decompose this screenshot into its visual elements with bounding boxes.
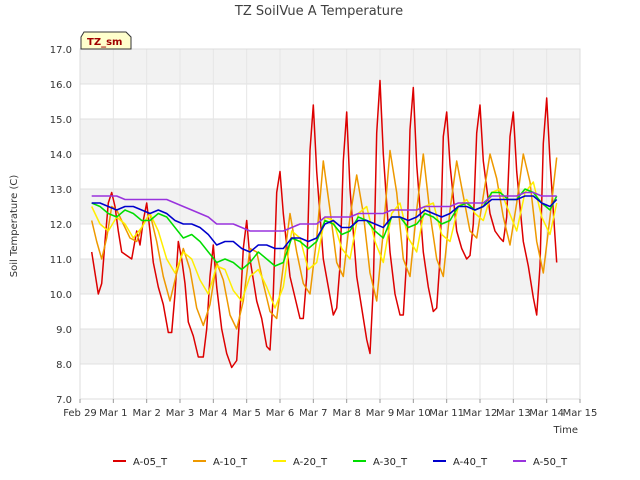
series-line-a-50-t (91, 191, 557, 232)
legend-item: A-10_T (193, 457, 248, 468)
x-tick-label: Mar 1 (99, 408, 127, 419)
station-badge: TZ_sm (80, 31, 132, 50)
series-line-a-10-t (90, 149, 558, 330)
x-tick-label: Mar 3 (166, 408, 194, 419)
series-line-a-40-t (91, 195, 558, 253)
legend-label: A-50_T (533, 457, 568, 468)
legend-label: A-20_T (293, 457, 328, 468)
x-tick-label: Mar 7 (299, 408, 327, 419)
x-tick-label: Mar 12 (463, 408, 498, 419)
x-axis-ticks: Feb 29 Mar 1 Mar 2 Mar 3 Mar 4 Mar 5 Mar 6 Mar … (63, 399, 597, 419)
plot-band (80, 49, 580, 84)
plot-frame (79, 48, 581, 400)
plot-band (80, 329, 580, 364)
legend-label: A-05_T (133, 457, 168, 468)
x-tick-label: Mar 10 (396, 408, 431, 419)
legend-label: A-10_T (213, 457, 248, 468)
y-tick-label: 10.0 (50, 290, 72, 301)
plot-band (80, 259, 580, 294)
plot-bands (80, 49, 580, 364)
x-tick-label: Mar 11 (429, 408, 464, 419)
station-badge-label: TZ_sm (87, 37, 122, 48)
y-tick-label: 15.0 (50, 115, 72, 126)
y-tick-label: 13.0 (50, 185, 72, 196)
x-tick-label: Mar 6 (266, 408, 294, 419)
y-tick-label: 17.0 (50, 45, 72, 56)
legend-item: A-30_T (353, 457, 408, 468)
x-tick-label: Feb 29 (63, 408, 97, 419)
y-axis-ticks: 7.0 8.0 9.0 10.0 11.0 12.0 13.0 14.0 15.0 16.0 17.… (50, 45, 72, 406)
y-tick-label: 9.0 (56, 325, 72, 336)
x-tick-label: Mar 8 (332, 408, 360, 419)
chart-title: TZ SoilVue A Temperature (234, 4, 403, 19)
y-tick-label: 14.0 (50, 150, 72, 161)
y-tick-label: 16.0 (50, 80, 72, 91)
legend-item: A-05_T (113, 457, 168, 468)
legend-item: A-50_T (513, 457, 568, 468)
station-badge-box (80, 31, 132, 50)
x-tick-label: Mar 5 (232, 408, 260, 419)
legend-item: A-20_T (273, 457, 328, 468)
x-tick-label: Mar 4 (199, 408, 227, 419)
x-tick-label: Mar 14 (529, 408, 564, 419)
y-tick-label: 7.0 (56, 395, 72, 406)
x-tick-label: Mar 2 (132, 408, 160, 419)
legend-label: A-40_T (453, 457, 488, 468)
series-lines (90, 79, 558, 369)
series-line-a-05-t (90, 79, 558, 369)
y-tick-label: 11.0 (50, 255, 72, 266)
x-tick-label: Mar 13 (496, 408, 531, 419)
x-axis-title: Time (553, 425, 578, 436)
legend-label: A-30_T (373, 457, 408, 468)
y-tick-label: 8.0 (56, 360, 72, 371)
x-tick-label: Mar 15 (563, 408, 598, 419)
legend: A-05_T A-10_T A-20_T A-30_T A-40_T A-50_T (113, 457, 568, 468)
x-tick-label: Mar 9 (366, 408, 394, 419)
plot-band (80, 119, 580, 154)
legend-item: A-40_T (433, 457, 488, 468)
y-axis-title: Soil Temperature (C) (9, 175, 20, 278)
y-tick-label: 12.0 (50, 220, 72, 231)
